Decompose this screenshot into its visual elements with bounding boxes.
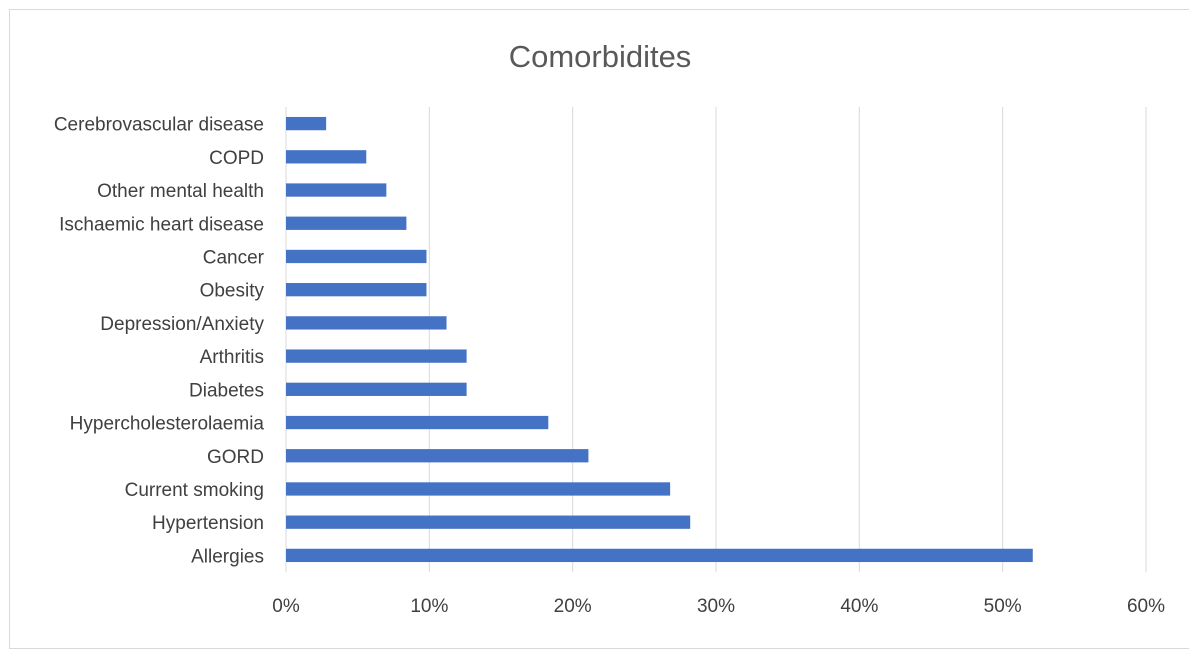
chart-title: Comorbidites [509,39,692,74]
x-tick-label: 50% [984,596,1022,617]
category-label: Arthritis [200,347,264,368]
bar [286,283,427,297]
category-label: Depression/Anxiety [100,314,264,335]
category-label: Cerebrovascular disease [54,115,264,136]
x-tick-label: 10% [410,596,448,617]
category-label: Obesity [200,281,265,302]
category-label: Ischaemic heart disease [59,214,264,235]
category-label: GORD [207,447,264,468]
bar [286,150,367,164]
category-label: Other mental health [97,181,264,202]
x-tick-label: 60% [1127,596,1165,617]
bar [286,415,549,430]
x-tick-label: 0% [272,596,300,617]
bar [286,216,407,230]
bars [286,116,1033,563]
category-label: Allergies [191,546,264,567]
x-tick-label: 30% [697,596,735,617]
category-label: Current smoking [125,480,264,501]
bar [286,515,691,529]
x-tick-label: 20% [554,596,592,617]
bar [286,382,467,396]
bar [286,482,671,496]
category-label: Hypercholesterolaemia [70,414,265,435]
category-labels: Cerebrovascular disease COPD Other mental … [54,115,265,568]
gridlines [428,107,1147,572]
bar-chart: Comorbidites Cerebrovascular disease COPD… [54,39,1165,617]
bar [286,548,1033,563]
bar [286,183,387,197]
category-label: Diabetes [189,380,264,401]
chart-frame: Comorbidites Cerebrovascular disease COPD… [9,9,1189,649]
category-label: COPD [209,148,264,169]
bar [286,349,467,363]
category-label: Hypertension [152,513,264,534]
bar [286,316,447,330]
bar [286,249,427,264]
category-label: Cancer [203,247,265,268]
bar [286,449,589,463]
x-tick-label: 40% [840,596,878,617]
x-tick-labels: 0% 10% 20% 30% 40% 50% 60% [272,596,1165,617]
bar [286,116,327,131]
